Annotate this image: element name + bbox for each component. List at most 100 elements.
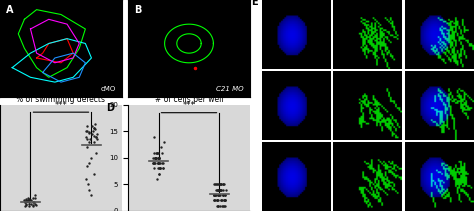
Point xyxy=(155,156,163,160)
Point xyxy=(155,172,162,176)
Point xyxy=(83,130,91,133)
Point xyxy=(212,183,219,186)
Point xyxy=(154,161,162,165)
Point xyxy=(26,201,33,204)
Point xyxy=(215,188,222,191)
Point xyxy=(22,202,30,205)
Point xyxy=(27,202,35,205)
Point xyxy=(20,199,28,202)
Point xyxy=(219,188,227,191)
Point xyxy=(150,161,157,165)
Point xyxy=(153,177,160,181)
Point xyxy=(220,199,228,202)
Point xyxy=(216,204,224,207)
Point xyxy=(25,198,32,201)
Point xyxy=(214,193,221,197)
Point xyxy=(90,126,98,130)
Point xyxy=(22,198,30,201)
Point xyxy=(219,193,227,197)
Point xyxy=(219,204,227,207)
Point xyxy=(158,161,166,165)
Point xyxy=(83,124,91,128)
Point xyxy=(219,204,226,207)
Point xyxy=(215,193,222,197)
Point xyxy=(213,199,220,202)
Point xyxy=(156,167,164,170)
Text: C21 MO: C21 MO xyxy=(216,86,244,92)
Point xyxy=(90,172,98,176)
Point xyxy=(155,156,163,160)
Point xyxy=(210,183,218,186)
Point xyxy=(211,199,219,202)
Point xyxy=(91,127,99,131)
Point xyxy=(213,199,220,202)
Point xyxy=(160,140,168,144)
Point xyxy=(216,183,224,186)
Point xyxy=(31,197,39,200)
Point xyxy=(31,193,39,197)
Point xyxy=(154,156,162,160)
Point xyxy=(152,156,160,160)
Point xyxy=(221,193,229,197)
Point xyxy=(83,137,91,141)
Point xyxy=(214,199,221,202)
Point xyxy=(150,161,157,165)
Point xyxy=(85,140,92,144)
Point xyxy=(23,200,31,203)
Point xyxy=(215,188,223,191)
Point xyxy=(153,156,160,160)
Point xyxy=(156,161,164,165)
Point xyxy=(156,167,164,170)
Point xyxy=(84,183,92,186)
Point xyxy=(218,199,225,202)
Point xyxy=(23,199,30,202)
Point xyxy=(29,204,36,207)
Point xyxy=(89,133,96,136)
Point xyxy=(26,199,33,202)
Point xyxy=(152,151,159,154)
Point xyxy=(213,183,220,186)
Point xyxy=(29,201,37,204)
Point xyxy=(210,193,218,197)
Point xyxy=(214,183,221,186)
Point xyxy=(220,204,228,207)
Point xyxy=(26,204,33,207)
Point xyxy=(22,204,29,207)
Point xyxy=(94,137,101,141)
Text: ***: *** xyxy=(55,101,67,110)
Point xyxy=(154,151,161,154)
Point xyxy=(159,167,167,170)
Point xyxy=(88,124,96,128)
Point xyxy=(221,199,229,202)
Point xyxy=(87,137,94,141)
Point xyxy=(151,156,159,160)
Point xyxy=(24,197,32,200)
Point xyxy=(159,167,166,170)
Point xyxy=(23,200,31,203)
Point xyxy=(85,131,92,134)
Point xyxy=(90,126,98,130)
Point xyxy=(92,151,100,154)
Point xyxy=(151,161,159,165)
Point xyxy=(219,183,227,186)
Point xyxy=(213,199,221,202)
Point xyxy=(30,201,38,204)
Point xyxy=(88,193,95,197)
Point xyxy=(155,172,163,176)
Point xyxy=(155,161,162,165)
Text: E: E xyxy=(251,0,258,7)
Point xyxy=(93,133,101,136)
Point xyxy=(87,156,95,160)
Point xyxy=(90,140,98,144)
Text: ***: *** xyxy=(182,101,195,110)
Point xyxy=(32,203,40,206)
Point xyxy=(154,167,162,170)
Point xyxy=(215,188,222,191)
Point xyxy=(31,202,39,205)
Point xyxy=(212,193,220,197)
Point xyxy=(92,135,100,138)
Text: D: D xyxy=(106,103,114,113)
Point xyxy=(211,193,219,197)
Point xyxy=(214,188,222,191)
Point xyxy=(214,188,222,191)
